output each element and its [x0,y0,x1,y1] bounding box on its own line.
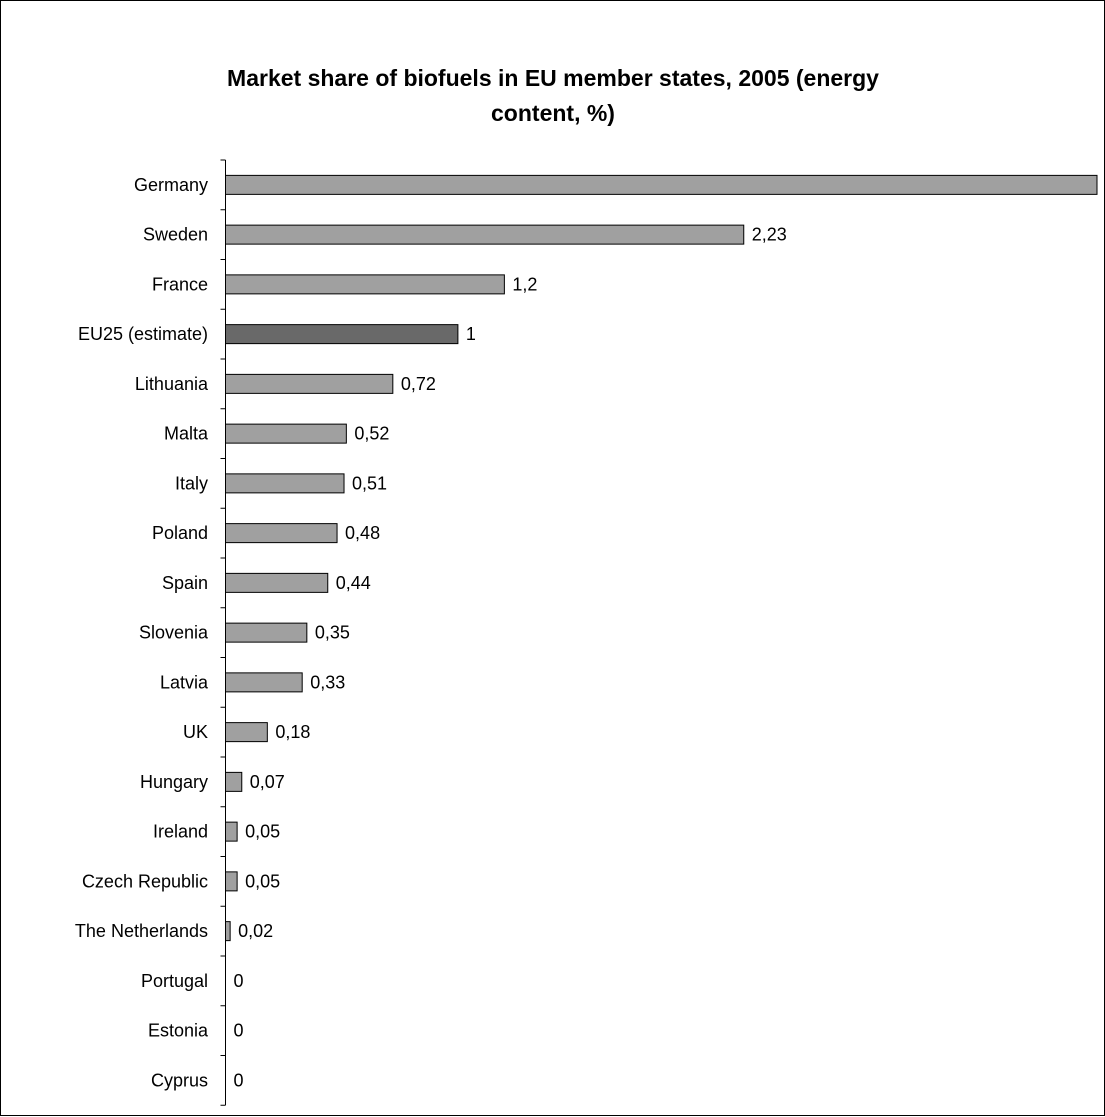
category-label: Italy [175,473,208,493]
bars-layer [225,174,1098,942]
bar [225,871,238,892]
category-label: France [152,274,208,294]
bar [225,423,347,444]
value-label: 1,2 [512,274,537,294]
category-label: The Netherlands [75,921,208,941]
value-label: 0,02 [238,921,273,941]
bar [225,324,459,345]
category-label: UK [183,722,208,742]
bar [225,821,238,842]
category-label: Latvia [160,672,209,692]
chart-title-line-2: content, %) [491,100,615,126]
category-label: Czech Republic [82,871,208,891]
bar [225,771,243,792]
bar [225,722,268,743]
value-label: 2,23 [752,225,787,245]
value-label: 0,72 [401,374,436,394]
value-label: 0 [234,971,244,991]
value-label: 0,48 [345,523,380,543]
bar [225,274,505,295]
category-label: Malta [164,424,209,444]
value-label: 0,33 [310,672,345,692]
value-label: 0,51 [352,473,387,493]
category-label: Slovenia [139,623,209,643]
bar [225,523,338,544]
value-label: 0,35 [315,623,350,643]
category-label: Hungary [140,772,208,792]
value-label: 0,18 [275,722,310,742]
category-label: Sweden [143,225,208,245]
bar [225,373,394,394]
category-label: Spain [162,573,208,593]
category-label: Cyprus [151,1070,208,1090]
bar [225,672,303,693]
value-label: 0,07 [250,772,285,792]
value-label: 1 [466,324,476,344]
category-label: Ireland [153,822,208,842]
category-axis [220,159,226,1106]
bar [225,224,745,245]
bar [225,174,1098,195]
bar [225,622,308,643]
category-label: EU25 (estimate) [78,324,208,344]
bar [225,572,329,593]
bar [225,473,345,494]
category-label: Germany [134,175,208,195]
value-label: 0,05 [245,822,280,842]
bar [225,921,231,942]
category-label: Portugal [141,971,208,991]
value-label: 0 [234,1070,244,1090]
category-label: Estonia [148,1021,209,1041]
category-label: Lithuania [135,374,209,394]
value-label: 0,44 [336,573,371,593]
category-label: Poland [152,523,208,543]
value-label: 0 [234,1021,244,1041]
value-label: 0,05 [245,871,280,891]
chart-title-line-1: Market share of biofuels in EU member st… [227,65,879,91]
value-label: 0,52 [354,424,389,444]
